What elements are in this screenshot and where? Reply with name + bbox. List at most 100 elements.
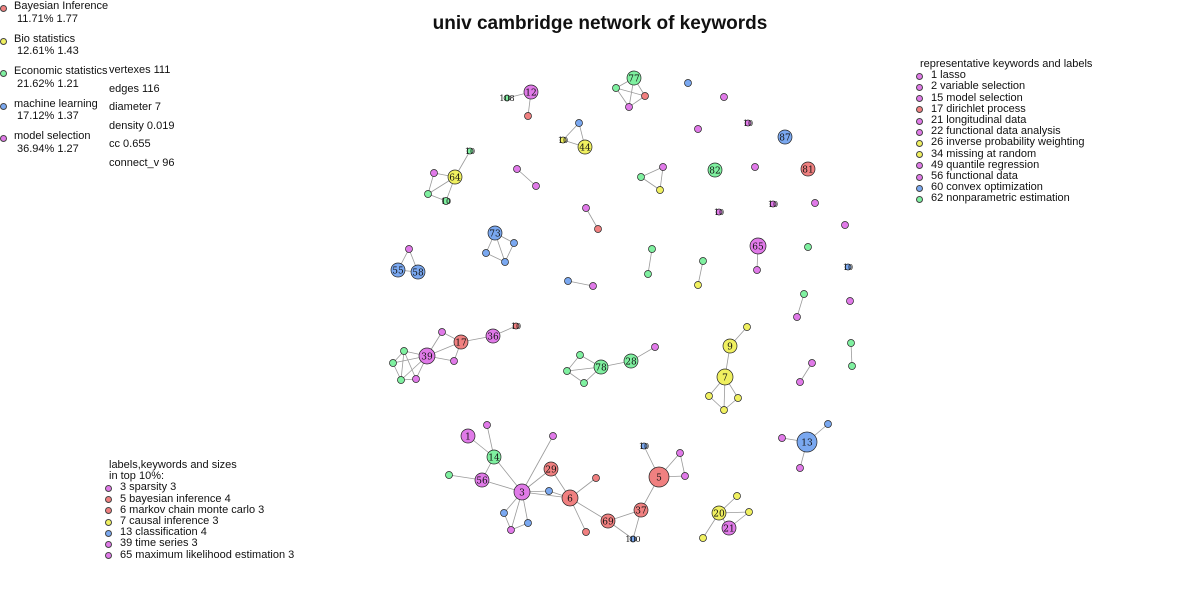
node-circle [397, 376, 405, 384]
stat-edges: edges 116 [109, 82, 160, 95]
rep-legend-item: 56 functional data [916, 170, 1092, 183]
node-circle [466, 147, 474, 155]
network-node: 10 [768, 200, 778, 209]
node-label: 87 [779, 134, 791, 144]
node-circle [486, 449, 502, 465]
node-label: 55 [392, 267, 404, 277]
node-circle [633, 502, 649, 518]
node-label: 78 [595, 364, 607, 374]
node-circle [543, 461, 559, 477]
network-node [808, 359, 816, 367]
node-circle [811, 199, 819, 207]
network-edge [521, 435, 554, 493]
top-keywords-legend: labels,keywords and sizes in top 10%: 3 … [105, 459, 294, 561]
node-label: 3 [519, 489, 525, 499]
network-node [563, 367, 571, 375]
top-legend-item: 39 time series 3 [105, 537, 294, 550]
node-label: 21 [723, 525, 734, 535]
node-circle [580, 379, 588, 387]
node-label: 10 [843, 263, 853, 272]
top-legend-item-label: 13 classification 4 [120, 526, 207, 539]
network-node [800, 290, 808, 298]
rep-legend-item-label: 56 functional data [931, 170, 1018, 183]
node-circle [430, 169, 438, 177]
rep-legend-item-label: 34 missing at random [931, 147, 1037, 160]
network-node [644, 270, 652, 278]
stat-connect-v: connect_v 96 [109, 156, 175, 169]
node-circle [389, 359, 397, 367]
node-circle [418, 347, 436, 365]
network-edge [403, 350, 417, 380]
node-circle [405, 245, 413, 253]
node-circle [424, 190, 432, 198]
network-node [694, 281, 702, 289]
category-stat: 36.94% 1.27 [17, 142, 79, 155]
network-node [699, 534, 707, 542]
network-edge [567, 280, 594, 287]
legend-dot-icon [916, 95, 923, 103]
stat-diameter: diameter 7 [109, 101, 161, 114]
network-node [389, 359, 397, 367]
node-label: 10 [441, 197, 451, 206]
node-label: 10 [768, 200, 778, 209]
network-stats: vertexes 111 edges 116 diameter 7 densit… [109, 61, 174, 173]
network-node [430, 169, 438, 177]
node-label: 37 [635, 507, 647, 517]
rep-legend-item-label: 22 functional data analysis [931, 125, 1061, 138]
top-legend-item-label: 39 time series 3 [120, 537, 198, 550]
node-circle [777, 129, 793, 145]
node-label: 44 [579, 144, 591, 154]
node-circle [589, 282, 597, 290]
legend-dot-icon [105, 540, 112, 548]
legend-dot-icon [916, 195, 923, 203]
network-edge [659, 166, 664, 191]
node-circle [804, 243, 812, 251]
network-node [483, 421, 491, 429]
node-label: 77 [628, 75, 640, 85]
network-node [482, 249, 490, 257]
node-label: 10 [743, 119, 753, 128]
network-node: 44 [577, 139, 593, 155]
rep-legend-item: 17 dirichlet process [916, 103, 1092, 115]
node-label: 36 [487, 333, 499, 343]
node-circle [640, 442, 648, 450]
node-circle [442, 197, 450, 205]
node-circle [629, 535, 637, 543]
category-name: machine learning [14, 97, 98, 110]
node-circle [847, 339, 855, 347]
node-circle [410, 264, 426, 280]
node-circle [400, 347, 408, 355]
node-label: 73 [489, 230, 501, 240]
node-label: 7 [722, 374, 728, 384]
network-node [720, 406, 728, 414]
node-circle [684, 79, 692, 87]
top-legend-item: 13 classification 4 [105, 526, 294, 539]
node-circle [637, 173, 645, 181]
node-circle [576, 351, 584, 359]
network-node: 69 [600, 513, 616, 529]
category-stat: 17.12% 1.37 [17, 110, 79, 122]
network-node: 39 [418, 347, 436, 365]
network-node [412, 375, 420, 383]
top-legend-subtitle: in top 10%: [109, 470, 165, 483]
node-circle [800, 161, 816, 177]
stat-cc: cc 0.655 [109, 138, 151, 151]
rep-legend-item: 21 longitudinal data [916, 114, 1092, 126]
node-label: 29 [545, 466, 557, 476]
node-circle [720, 93, 728, 101]
category-stat: 11.71% 1.77 [17, 12, 78, 25]
top-legend-item: 65 maximum likelihood estimation 3 [105, 549, 294, 561]
node-circle [751, 163, 759, 171]
node-circle [507, 526, 515, 534]
rep-legend-title: representative keywords and labels [920, 58, 1093, 70]
node-circle [625, 103, 633, 111]
node-circle [513, 483, 531, 501]
node-circle [744, 119, 752, 127]
category-legend-item: Bayesian Inference 11.71% 1.77 [0, 0, 1200, 25]
network-node: 78 [593, 359, 609, 375]
legend-dot-icon [0, 5, 7, 12]
node-circle [524, 519, 532, 527]
node-circle [721, 520, 737, 536]
network-node: 55 [390, 262, 406, 278]
